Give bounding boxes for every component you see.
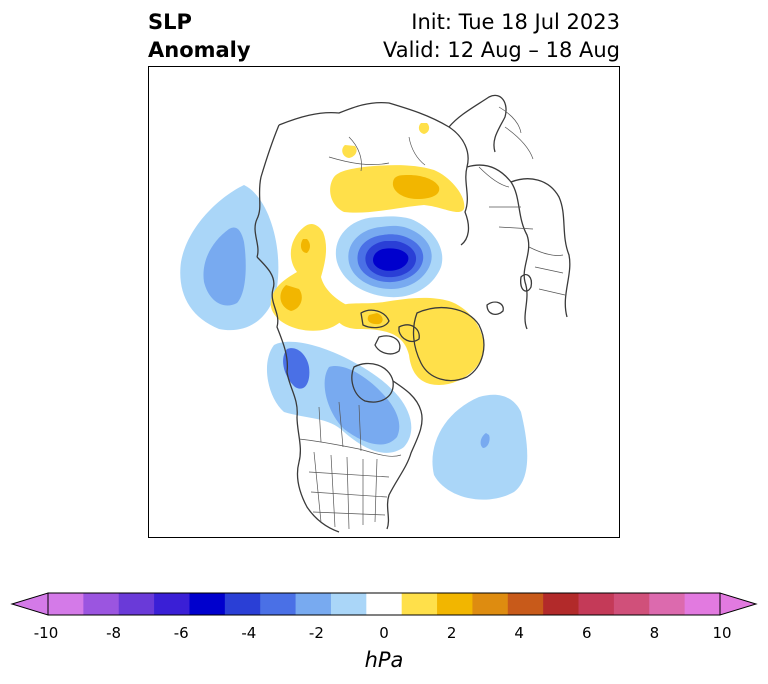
title-right: Init: Tue 18 Jul 2023 Valid: 12 Aug – 18…	[383, 8, 620, 64]
colorbar-segment	[189, 593, 226, 615]
anomaly-contours	[180, 123, 528, 500]
valid-range: Valid: 12 Aug – 18 Aug	[382, 38, 620, 62]
colorbar-segment	[260, 593, 297, 615]
map-svg	[180, 94, 571, 533]
colorbar-tick-label: 0	[379, 624, 389, 642]
colorbar-segment	[401, 593, 438, 615]
colorbar-tick-label: -10	[33, 624, 59, 642]
colorbar-units: hPa	[364, 648, 404, 672]
colorbar-tick-label: 2	[446, 624, 457, 642]
colorbar-segment	[83, 593, 120, 615]
colorbar-segment	[507, 593, 544, 615]
title-field: Anomaly	[148, 38, 251, 62]
greenland-high-core	[367, 313, 383, 325]
map-panel	[148, 66, 620, 538]
colorbar-segment	[613, 593, 650, 615]
colorbar-segment	[330, 593, 367, 615]
north-pacific-low-core	[203, 227, 246, 306]
siberia-high-blob	[342, 145, 357, 158]
colorbar-tick-label: -2	[308, 624, 324, 642]
colorbar-extend-high	[719, 592, 758, 616]
alaska-high-core-2	[300, 239, 310, 253]
coastlines	[254, 94, 571, 533]
colorbar-segment	[224, 593, 261, 615]
colorbar-tick-label: 10	[712, 624, 732, 642]
siberia-high-blob-2	[418, 123, 430, 134]
colorbar-segment	[295, 593, 332, 615]
colorbar	[10, 592, 758, 616]
colorbar-segment	[578, 593, 615, 615]
title-variable: SLP	[148, 10, 192, 34]
colorbar-frame	[47, 592, 721, 616]
colorbar-segment	[543, 593, 580, 615]
north-atlantic-low-core	[480, 433, 490, 448]
western-canada-low-core	[283, 348, 310, 389]
colorbar-segment	[154, 593, 190, 615]
colorbar-segment	[437, 593, 473, 615]
western-canada-low-mid	[324, 366, 400, 445]
colorbar-segment	[366, 593, 403, 615]
alaska-high-core	[280, 285, 302, 311]
colorbar-segment	[472, 593, 509, 615]
colorbar-tick-label: 6	[582, 624, 592, 642]
alaska-high	[270, 224, 348, 331]
colorbar-tick-label: -4	[241, 624, 257, 642]
colorbar-extend-low	[10, 592, 49, 616]
siberia-high-core	[392, 175, 440, 199]
north-atlantic-low	[432, 394, 528, 500]
init-date: Init: Tue 18 Jul 2023	[411, 10, 620, 34]
borders	[298, 106, 566, 530]
colorbar-tick-label: 8	[649, 624, 660, 642]
colorbar-tick-label: 4	[514, 624, 524, 642]
colorbar-segment	[48, 593, 84, 615]
colorbar-segment	[649, 593, 686, 615]
arctic-low-core	[373, 248, 409, 271]
colorbar-segment	[684, 593, 721, 615]
title-left: SLP Anomaly	[148, 8, 251, 64]
colorbar-tick-label: -6	[173, 624, 189, 642]
colorbar-tick-label: -8	[106, 624, 122, 642]
colorbar-segment	[118, 593, 155, 615]
